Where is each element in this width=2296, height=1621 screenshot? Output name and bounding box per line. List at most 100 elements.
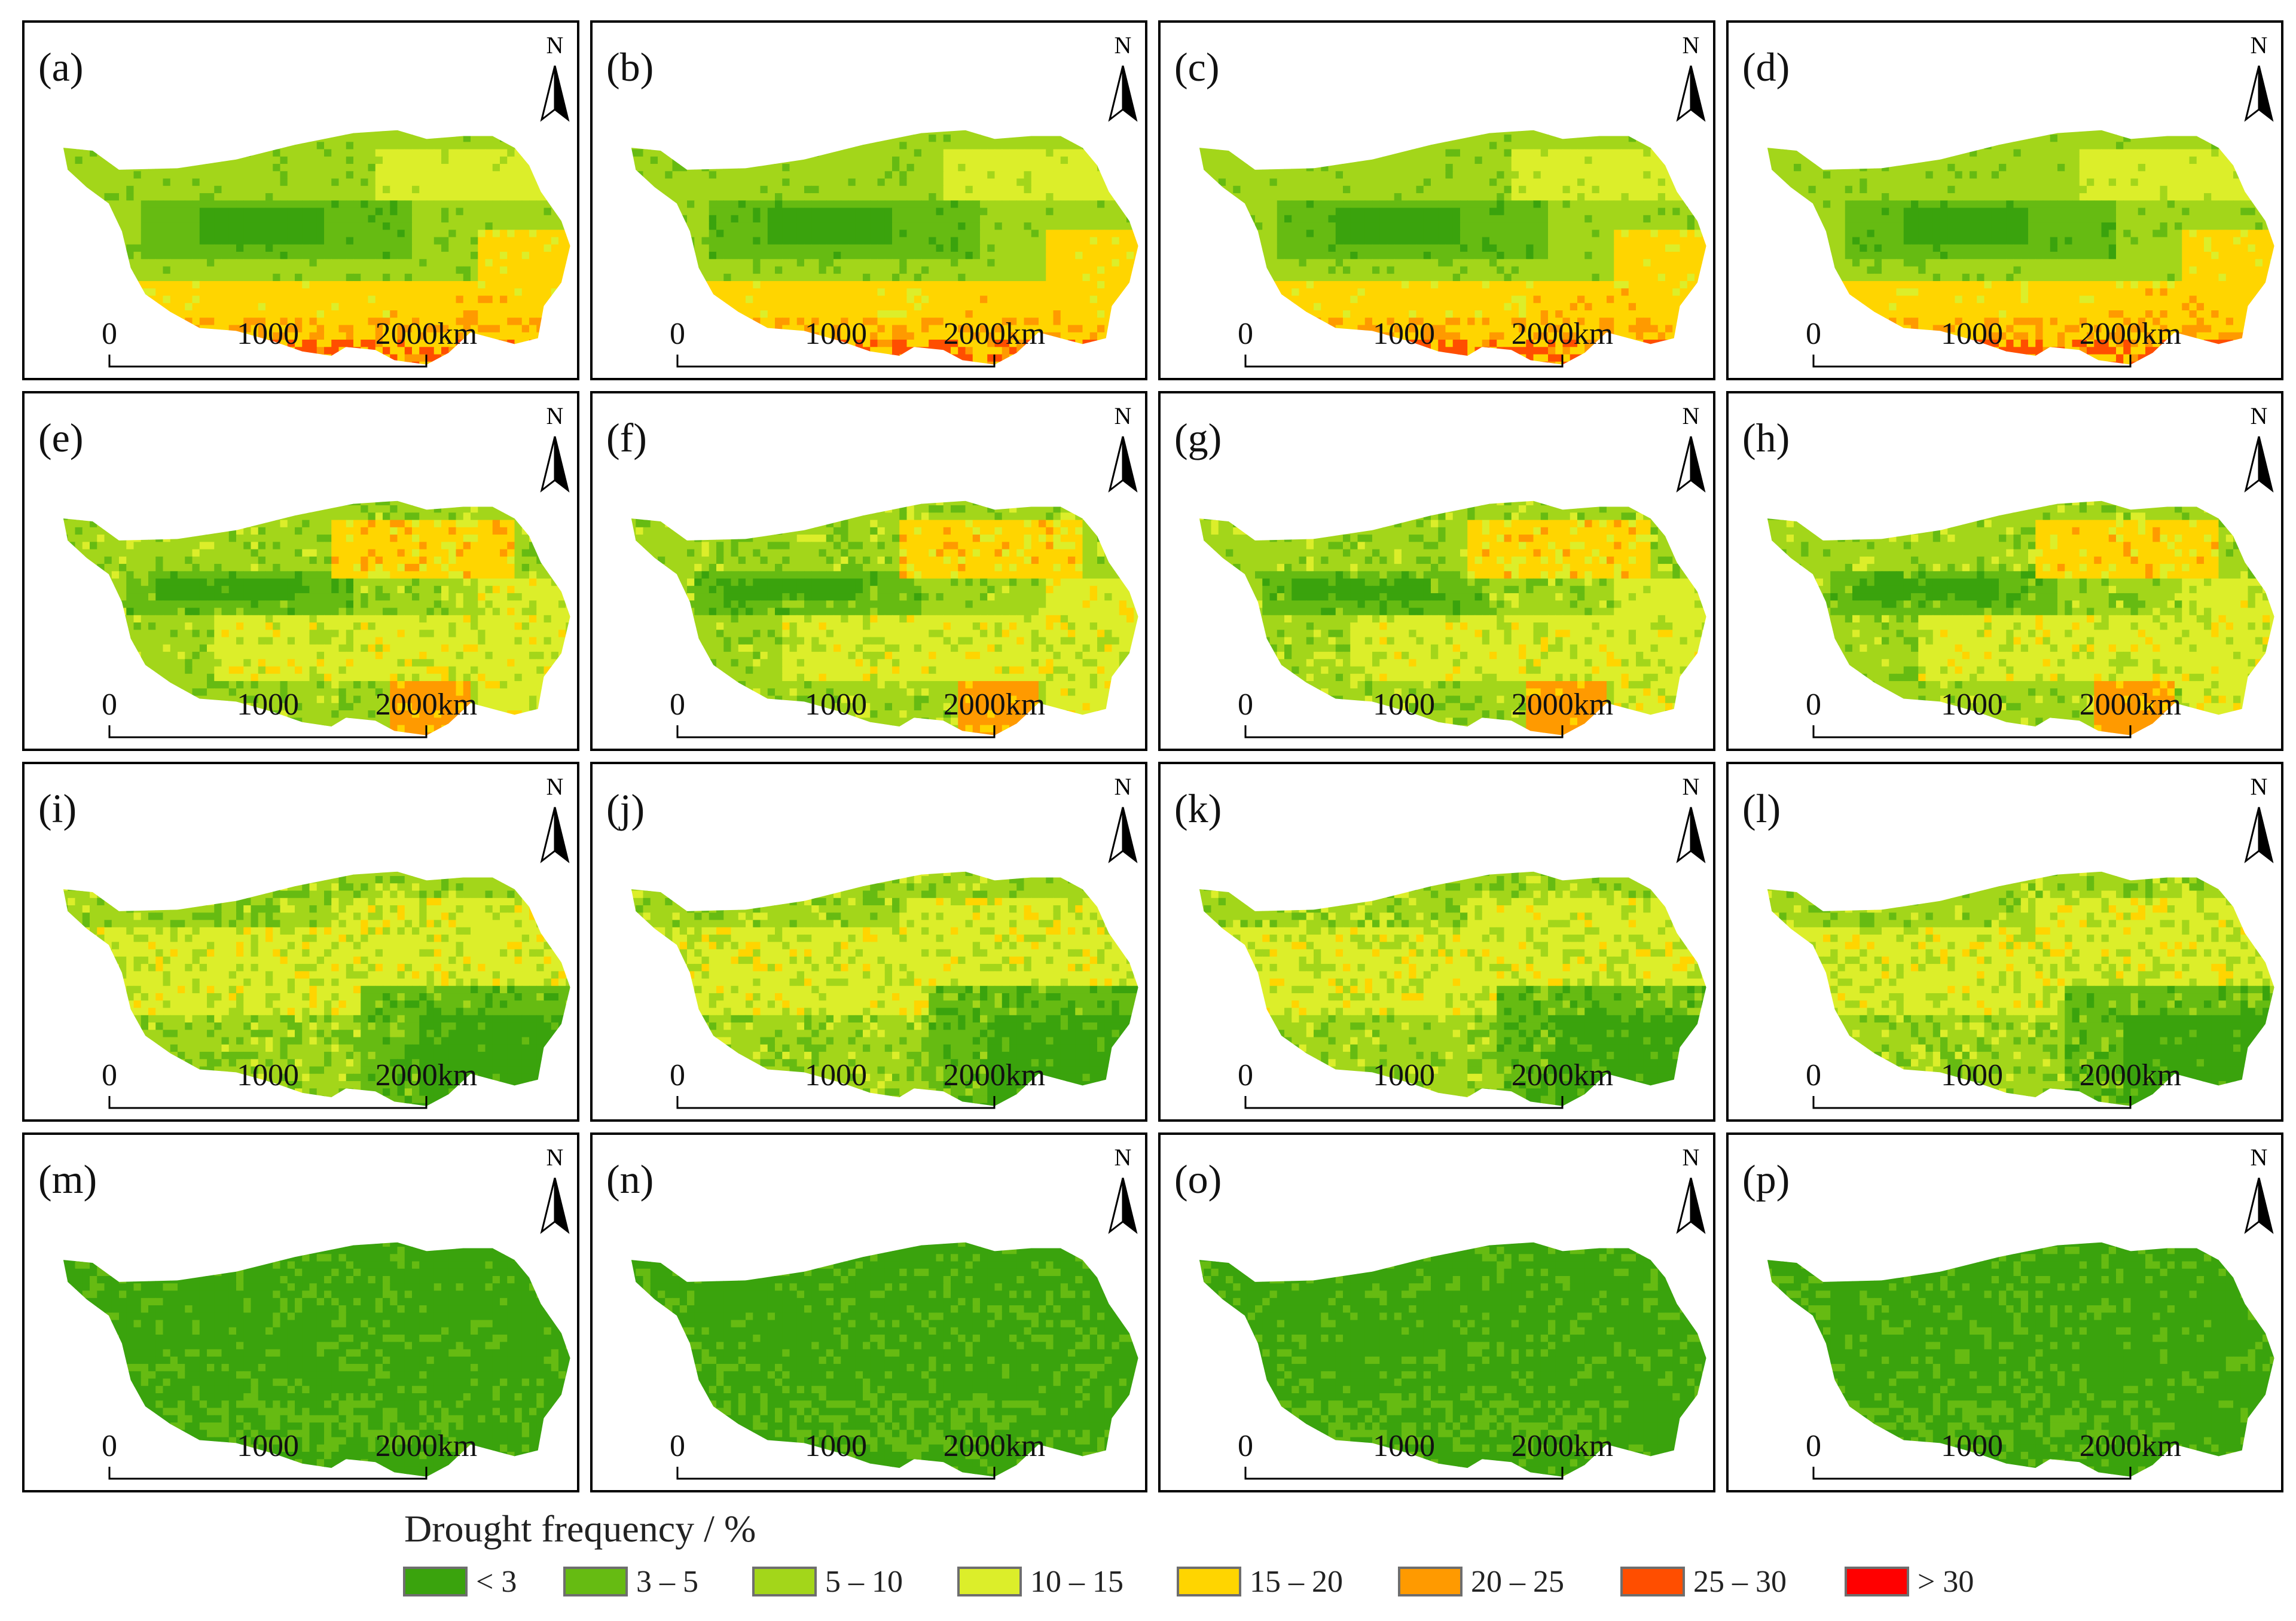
north-arrow-icon — [1108, 436, 1138, 493]
scale-label: 0 — [1238, 317, 1253, 351]
panel-label: (d) — [1742, 44, 1790, 90]
panel-label: (m) — [38, 1156, 97, 1202]
north-label: N — [1115, 1144, 1132, 1171]
panel-label: (k) — [1174, 786, 1222, 831]
map-panel-l: (l) N 0 1000 2000km — [1726, 762, 2283, 1122]
scale-bar: 0 1000 2000km — [1806, 1058, 2181, 1109]
scale-label: 0 — [1806, 317, 1821, 351]
scale-label: 0 — [1238, 1429, 1253, 1463]
panel-label: (b) — [606, 44, 654, 90]
scale-label: 1000 — [805, 688, 867, 722]
scale-label: 1000 — [1373, 1058, 1435, 1092]
legend-label: < 3 — [476, 1565, 517, 1599]
north-label: N — [1683, 773, 1700, 800]
legend-label: 20 – 25 — [1471, 1565, 1564, 1599]
scale-bar: 0 1000 2000km — [670, 1429, 1045, 1480]
map-panel-n: (n) N 0 1000 2000km — [590, 1132, 1147, 1492]
plateau-map — [63, 500, 570, 735]
scale-label: 1000 — [237, 1058, 299, 1092]
legend-label: 10 – 15 — [1030, 1565, 1123, 1599]
map-panel-p: (p) N 0 1000 2000km — [1726, 1132, 2283, 1492]
north-arrow-icon — [1108, 65, 1138, 122]
panel-label: (n) — [606, 1156, 654, 1202]
scale-label: 2000km — [944, 1058, 1045, 1092]
scale-label: 1000 — [1373, 317, 1435, 351]
scale-bar: 0 1000 2000km — [1238, 688, 1613, 738]
north-label: N — [2251, 32, 2268, 59]
scale-label: 1000 — [1941, 317, 2003, 351]
panel-label: (e) — [38, 415, 83, 460]
scale-label: 1000 — [237, 688, 299, 722]
map-panel-g: (g) N 0 1000 2000km — [1158, 391, 1715, 751]
scale-label: 0 — [102, 317, 117, 351]
map-panel-h: (h) N 0 1000 2000km — [1726, 391, 2283, 751]
map-panel-k: (k) N 0 1000 2000km — [1158, 762, 1715, 1122]
north-arrow-icon — [2244, 807, 2274, 863]
scale-label: 0 — [670, 317, 685, 351]
legend-title: Drought frequency / % — [404, 1507, 756, 1550]
scale-label: 1000 — [1941, 1058, 2003, 1092]
map-panel-a: (a) N 0 1000 2000km — [22, 20, 579, 380]
scale-label: 2000km — [375, 1429, 477, 1463]
scale-bar: 0 1000 2000km — [102, 317, 477, 368]
scale-label: 0 — [670, 688, 685, 722]
scale-label: 0 — [1238, 688, 1253, 722]
panel-label: (c) — [1174, 44, 1219, 90]
drought-raster — [63, 500, 570, 735]
panel-label: (p) — [1742, 1156, 1790, 1202]
scale-label: 2000km — [375, 317, 477, 351]
legend-swatch — [1398, 1567, 1463, 1596]
scale-label: 2000km — [1512, 688, 1613, 722]
scale-label: 2000km — [375, 688, 477, 722]
panel-label: (j) — [606, 786, 645, 831]
legend-swatch — [1177, 1567, 1241, 1596]
north-label: N — [1683, 32, 1700, 59]
map-panel-b: (b) N 0 1000 2000km — [590, 20, 1147, 380]
north-arrow-icon — [2244, 436, 2274, 493]
map-panel-o: (o) N 0 1000 2000km — [1158, 1132, 1715, 1492]
north-label: N — [546, 402, 564, 429]
legend-swatch — [1620, 1567, 1685, 1596]
scale-label: 0 — [102, 1429, 117, 1463]
legend: Drought frequency / % < 3 3 – 5 5 – 10 10 –… — [403, 1507, 1974, 1599]
scale-label: 1000 — [237, 1429, 299, 1463]
north-arrow-icon — [1676, 436, 1706, 493]
map-panel-e: (e) N 0 1000 2000km — [22, 391, 579, 751]
legend-item: 10 – 15 — [957, 1565, 1123, 1599]
scale-label: 0 — [1806, 1429, 1821, 1463]
scale-label: 1000 — [1941, 1429, 2003, 1463]
scale-label: 1000 — [805, 317, 867, 351]
north-label: N — [2251, 1144, 2268, 1171]
scale-bar: 0 1000 2000km — [1806, 688, 2181, 738]
scale-label: 0 — [670, 1429, 685, 1463]
north-arrow-icon — [540, 807, 570, 863]
scale-bar: 0 1000 2000km — [1238, 317, 1613, 368]
scale-label: 2000km — [944, 1429, 1045, 1463]
scale-bar: 0 1000 2000km — [102, 1058, 477, 1109]
north-arrow-icon — [2244, 65, 2274, 122]
scale-bar: 0 1000 2000km — [1238, 1429, 1613, 1480]
map-panel-j: (j) N 0 1000 2000km — [590, 762, 1147, 1122]
north-arrow-icon — [2244, 1177, 2274, 1234]
legend-item: 20 – 25 — [1398, 1565, 1564, 1599]
scale-bar: 0 1000 2000km — [1806, 1429, 2181, 1480]
legend-item: 5 – 10 — [752, 1565, 903, 1599]
scale-bar: 0 1000 2000km — [670, 317, 1045, 368]
legend-item: < 3 — [403, 1565, 517, 1599]
map-panel-f: (f) N 0 1000 2000km — [590, 391, 1147, 751]
north-arrow-icon — [540, 436, 570, 493]
scale-label: 1000 — [805, 1429, 867, 1463]
panel-label: (f) — [606, 415, 647, 460]
legend-swatch — [403, 1567, 468, 1596]
scale-label: 2000km — [2080, 317, 2181, 351]
north-label: N — [1115, 402, 1132, 429]
scale-bar: 0 1000 2000km — [670, 1058, 1045, 1109]
scale-label: 0 — [102, 1058, 117, 1092]
scale-label: 2000km — [2080, 1058, 2181, 1092]
scale-label: 2000km — [944, 688, 1045, 722]
panel-label: (h) — [1742, 415, 1790, 460]
map-panel-c: (c) N 0 1000 2000km — [1158, 20, 1715, 380]
panel-label: (i) — [38, 786, 77, 831]
legend-label: 15 – 20 — [1250, 1565, 1343, 1599]
scale-bar: 0 1000 2000km — [1238, 1058, 1613, 1109]
